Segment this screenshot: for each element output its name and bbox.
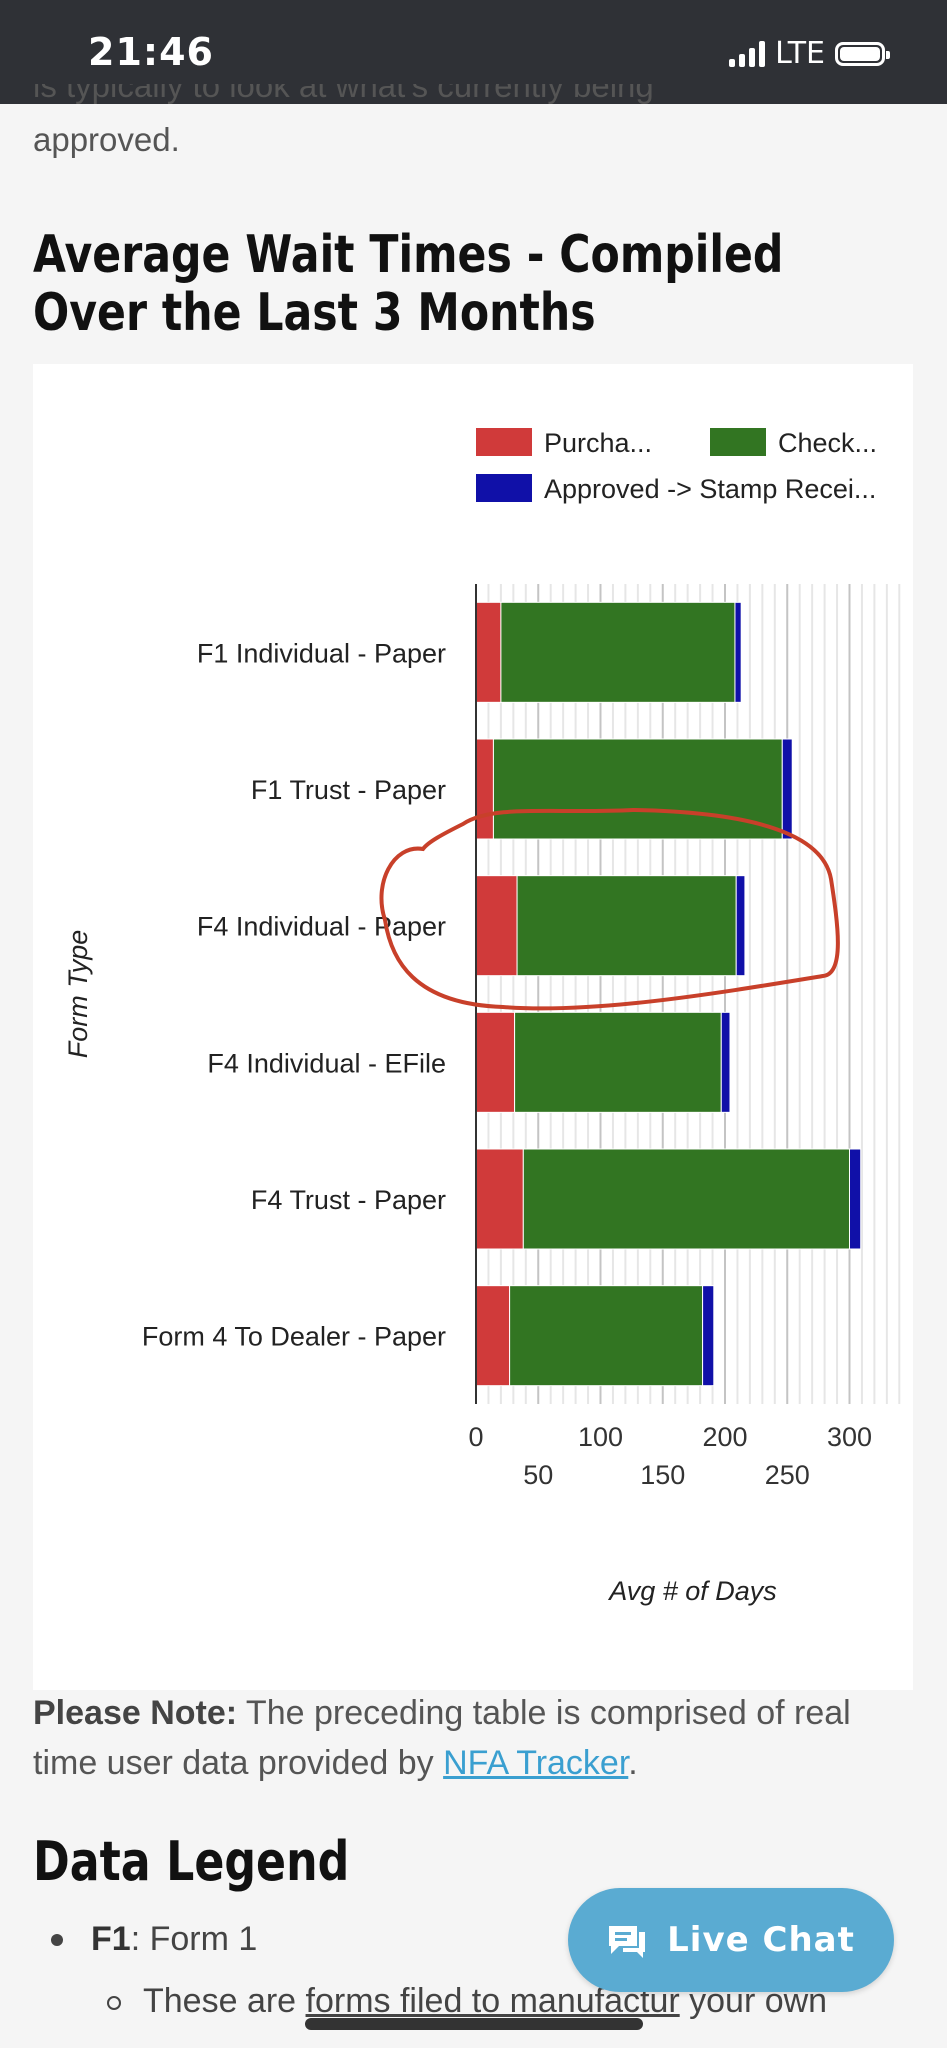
category-label: F4 Individual - Paper xyxy=(197,912,446,942)
live-chat-button[interactable]: Live Chat xyxy=(568,1888,894,1992)
chat-icon xyxy=(609,1926,646,1958)
bar-3 xyxy=(735,875,746,977)
annotation-circle xyxy=(379,807,840,1011)
bar-1 xyxy=(475,1011,516,1113)
nfa-tracker-link[interactable]: NFA Tracker xyxy=(443,1744,629,1782)
data-legend-list: F1: Form 1 These are forms filed to manu… xyxy=(33,1910,913,2026)
category-label: F4 Trust - Paper xyxy=(251,1185,446,1215)
legend-value: : Form 1 xyxy=(130,1920,258,1958)
intro-line-2: approved. xyxy=(33,121,180,158)
note-bold: Please Note: xyxy=(33,1694,238,1732)
bar-2 xyxy=(492,738,783,840)
live-chat-label: Live Chat xyxy=(667,1920,855,1960)
chart-svg: F1 Individual - Paper F1 Trust - Paper F4 … xyxy=(63,428,901,1606)
y-axis-title: Form Type xyxy=(63,930,93,1059)
bar-1 xyxy=(475,601,502,703)
category-label: F4 Individual - EFile xyxy=(207,1048,446,1078)
x-tick-label: 100 xyxy=(578,1422,623,1452)
x-tick-label: 250 xyxy=(765,1460,810,1490)
bar-2 xyxy=(509,1285,704,1387)
list-item: F1: Form 1 xyxy=(33,1910,913,1968)
bar-2 xyxy=(500,601,736,703)
bar-2 xyxy=(516,875,737,977)
bar-1 xyxy=(475,1148,524,1250)
bar-3 xyxy=(702,1285,715,1387)
category-label: F1 Trust - Paper xyxy=(251,775,446,805)
note-text: The preceding table is comprised of real… xyxy=(33,1694,851,1782)
legend-label: Approved -> Stamp Recei... xyxy=(544,474,876,504)
legend-swatch xyxy=(476,428,532,456)
wait-times-chart: F1 Individual - Paper F1 Trust - Paper F4 … xyxy=(33,364,913,1690)
legend-swatch xyxy=(710,428,766,456)
bar-2 xyxy=(514,1011,722,1113)
x-tick-label: 300 xyxy=(827,1422,872,1452)
category-label: F1 Individual - Paper xyxy=(197,638,446,668)
bar-3 xyxy=(734,601,742,703)
x-tick-label: 0 xyxy=(468,1422,483,1452)
intro-text: is typically to look at what's currently… xyxy=(33,84,913,166)
intro-line-1: is typically to look at what's currently… xyxy=(33,84,654,104)
x-axis-title: Avg # of Days xyxy=(607,1576,777,1606)
bar-3 xyxy=(849,1148,862,1250)
status-indicators: LTE xyxy=(729,36,890,71)
bar-2 xyxy=(522,1148,850,1250)
bar-1 xyxy=(475,738,494,840)
sub-prefix: These are xyxy=(143,1982,306,2020)
note-paragraph: Please Note: The preceding table is comp… xyxy=(33,1688,913,1788)
legend-swatch xyxy=(476,474,532,502)
bar-3 xyxy=(781,738,793,840)
x-tick-label: 200 xyxy=(702,1422,747,1452)
category-label: Form 4 To Dealer - Paper xyxy=(142,1322,446,1352)
legend-label: Purcha... xyxy=(544,428,652,458)
x-tick-label: 150 xyxy=(640,1460,685,1490)
data-legend-title: Data Legend xyxy=(33,1830,350,1893)
network-type: LTE xyxy=(775,36,825,71)
signal-icon xyxy=(729,40,766,67)
section-title: Average Wait Times - Compiled Over the L… xyxy=(33,225,784,343)
x-tick-label: 50 xyxy=(523,1460,553,1490)
bar-1 xyxy=(475,1285,511,1387)
battery-icon xyxy=(835,41,890,66)
legend-label: Check... xyxy=(778,428,877,458)
bar-1 xyxy=(475,875,518,977)
bar-3 xyxy=(720,1011,731,1113)
note-end: . xyxy=(628,1744,638,1782)
home-indicator xyxy=(305,2018,643,2030)
status-time: 21:46 xyxy=(88,30,214,74)
status-bar: 21:46 LTE xyxy=(0,0,947,104)
legend-key: F1 xyxy=(91,1920,131,1958)
